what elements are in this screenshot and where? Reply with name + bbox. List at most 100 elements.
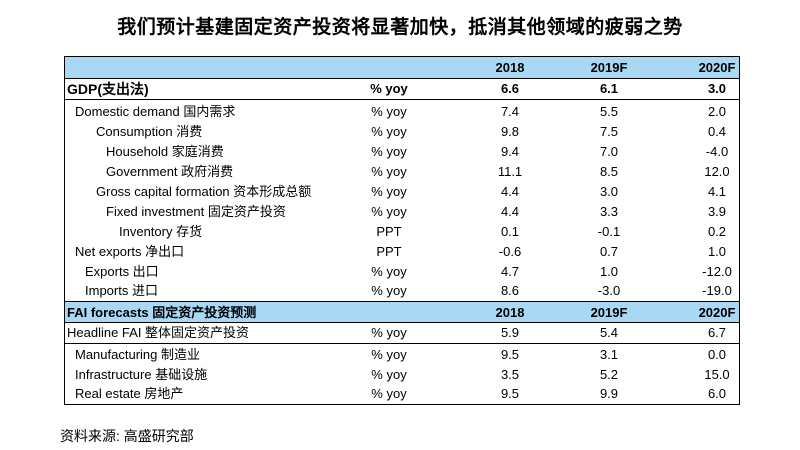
row-2018: -0.6 [498,244,522,259]
row-2019f: 5.4 [599,325,619,340]
row-unit: PPT [376,224,402,239]
headline-fai-row: Headline FAI 整体固定资产投资 % yoy 5.9 5.4 6.7 [65,322,739,344]
row-unit: % yoy [371,283,407,298]
row-unit: % yoy [371,367,407,382]
row-2020f: 12.0 [704,164,730,179]
row-label: Gross capital formation 资本形成总额 [96,184,312,199]
row-label: Real estate 房地产 [75,386,184,401]
row-label: Imports 进口 [85,283,158,298]
table-row: Consumption 消费 % yoy 9.8 7.5 0.4 [65,122,739,142]
row-label: Consumption 消费 [96,124,203,139]
row-2018: 4.7 [500,264,520,279]
row-unit: % yoy [371,386,407,401]
row-2020f: 0.0 [707,347,727,362]
row-2018: 4.4 [500,184,520,199]
row-label: Fixed investment 固定资产投资 [106,204,286,219]
row-2020f: 15.0 [704,367,730,382]
row-unit: % yoy [371,204,407,219]
row-2020f: 3.9 [707,204,727,219]
row-unit: % yoy [371,347,407,362]
fai-header-label: FAI forecasts 固定资产投资预测 [67,305,257,320]
gdp-2019f: 6.1 [599,81,619,96]
row-2020f: 6.7 [707,325,727,340]
row-2020f: -12.0 [702,264,732,279]
row-unit: % yoy [371,264,407,279]
table-row: Gross capital formation 资本形成总额 % yoy 4.4… [65,182,739,202]
fai-header-2018: 2018 [495,305,525,320]
row-2019f: 3.1 [599,347,619,362]
row-label: Domestic demand 国内需求 [75,104,236,119]
source-note: 资料来源: 高盛研究部 [60,428,194,444]
row-label: Inventory 存货 [119,224,203,239]
row-2019f: 8.5 [599,164,619,179]
forecast-table: 2018 2019F 2020F GDP(支出法) % yoy 6.6 6.1 … [64,56,740,405]
row-label: Manufacturing 制造业 [75,347,200,362]
row-unit: PPT [376,244,402,259]
row-2019f: 1.0 [599,264,619,279]
row-unit: % yoy [371,144,407,159]
row-2019f: -3.0 [597,283,621,298]
row-unit: % yoy [371,124,407,139]
row-unit: % yoy [371,164,407,179]
row-2020f: 2.0 [707,104,727,119]
row-label: Exports 出口 [85,264,159,279]
table-row: Household 家庭消费 % yoy 9.4 7.0 -4.0 [65,142,739,162]
row-2018: 11.1 [497,164,523,179]
table-row: Inventory 存货 PPT 0.1 -0.1 0.2 [65,222,739,242]
gdp-row: GDP(支出法) % yoy 6.6 6.1 3.0 [65,78,739,100]
row-label: Infrastructure 基础设施 [75,367,208,382]
table-row: Net exports 净出口 PPT -0.6 0.7 1.0 [65,242,739,262]
row-2020f: 6.0 [707,386,727,401]
row-2019f: 3.0 [599,184,619,199]
fai-header-2020f: 2020F [698,305,736,320]
header-2019f: 2019F [590,60,628,75]
gdp-2018: 6.6 [500,81,520,96]
row-2019f: 0.7 [599,244,619,259]
row-label: Government 政府消费 [106,164,234,179]
row-label: Headline FAI 整体固定资产投资 [67,325,250,340]
table-row: Real estate 房地产 % yoy 9.5 9.9 6.0 [65,384,739,404]
gdp-label: GDP(支出法) [67,81,149,97]
row-2018: 3.5 [500,367,520,382]
row-2018: 9.5 [500,386,520,401]
row-2019f: 3.3 [599,204,619,219]
row-2018: 9.4 [500,144,520,159]
row-label: Household 家庭消费 [106,144,224,159]
header-2018: 2018 [495,60,525,75]
row-2020f: 4.1 [707,184,727,199]
row-2018: 0.1 [500,224,520,239]
table-row: Fixed investment 固定资产投资 % yoy 4.4 3.3 3.… [65,202,739,222]
gdp-2020f: 3.0 [707,81,727,96]
row-unit: % yoy [371,184,407,199]
table-row: Exports 出口 % yoy 4.7 1.0 -12.0 [65,262,739,282]
row-2018: 5.9 [500,325,520,340]
row-2020f: -19.0 [702,283,732,298]
row-2019f: 5.5 [599,104,619,119]
table-row: Domestic demand 国内需求 % yoy 7.4 5.5 2.0 [65,102,739,122]
fai-header-row: FAI forecasts 固定资产投资预测 2018 2019F 2020F [65,301,739,322]
table-row: Infrastructure 基础设施 % yoy 3.5 5.2 15.0 [65,365,739,385]
row-2018: 7.4 [500,104,520,119]
table-header-row: 2018 2019F 2020F [65,57,739,78]
row-2020f: 1.0 [707,244,727,259]
row-2018: 9.5 [500,347,520,362]
row-unit: % yoy [371,104,407,119]
row-2020f: 0.2 [707,224,727,239]
row-2019f: 7.0 [599,144,619,159]
table-row: Government 政府消费 % yoy 11.1 8.5 12.0 [65,162,739,182]
fai-header-2019f: 2019F [590,305,628,320]
row-unit: % yoy [371,325,407,340]
table-row: Imports 进口 % yoy 8.6 -3.0 -19.0 [65,281,739,301]
table-row: Manufacturing 制造业 % yoy 9.5 3.1 0.0 [65,345,739,365]
page-title: 我们预计基建固定资产投资将显著加快，抵消其他领域的疲弱之势 [117,16,683,38]
row-2018: 8.6 [500,283,520,298]
row-label: Net exports 净出口 [75,244,185,259]
row-2019f: -0.1 [597,224,621,239]
header-2020f: 2020F [698,60,736,75]
row-2019f: 5.2 [599,367,619,382]
row-2020f: -4.0 [705,144,729,159]
row-2018: 4.4 [500,204,520,219]
row-2018: 9.8 [500,124,520,139]
row-2019f: 9.9 [599,386,619,401]
row-2020f: 0.4 [707,124,727,139]
